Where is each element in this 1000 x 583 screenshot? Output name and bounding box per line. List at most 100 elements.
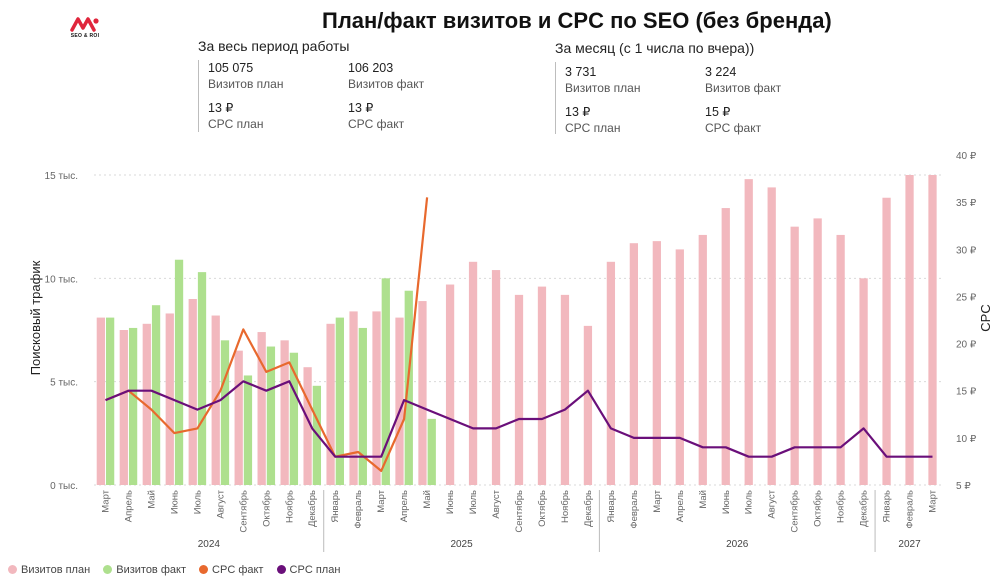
x-tick-label: Апрель — [675, 490, 686, 522]
bar-visits-plan — [96, 317, 105, 485]
x-tick-label: Январь — [882, 490, 893, 523]
bar-visits-fact — [105, 317, 115, 485]
bar-visits-fact — [358, 327, 367, 485]
kpi-visits-plan: 105 075 Визитов план — [208, 60, 283, 92]
x-tick-label: Июль — [744, 490, 755, 514]
x-tick-label: Ноябрь — [560, 490, 571, 523]
legend-item-visits-fact[interactable]: Визитов факт — [103, 564, 186, 576]
x-tick-label: Декабрь — [583, 490, 594, 527]
kpi-visits-fact-value: 106 203 — [348, 61, 394, 75]
y2-tick-label: 25 ₽ — [956, 292, 977, 303]
bar-visits-fact — [289, 352, 299, 485]
bar-visits-plan — [119, 330, 128, 485]
legend-item-cpc-plan[interactable]: CPC план — [276, 564, 340, 576]
legend-swatch-visits-fact — [103, 565, 113, 574]
y2-tick-label: 15 ₽ — [956, 387, 977, 398]
legend-swatch-cpc-plan — [276, 565, 286, 574]
bar-visits-plan — [767, 187, 776, 485]
kpi-month-cpc-fact-label: CPC факт — [705, 121, 762, 135]
legend-label: Визитов факт — [116, 564, 186, 576]
year-label: 2027 — [898, 539, 921, 550]
x-tick-label: Июнь — [445, 490, 456, 514]
bar-visits-plan — [675, 249, 684, 485]
kpi-visits-fact-label: Визитов факт — [348, 77, 425, 91]
bar-visits-plan — [813, 218, 822, 485]
kpi-visits-fact: 106 203 Визитов факт — [348, 60, 424, 92]
bar-visits-fact — [427, 418, 436, 485]
bar-visits-plan — [234, 350, 243, 485]
bar-visits-plan — [491, 270, 501, 485]
x-tick-label: Февраль — [905, 490, 916, 529]
legend-item-visits-plan[interactable]: Визитов план — [8, 564, 90, 576]
bar-visits-plan — [537, 286, 547, 485]
x-tick-label: Октябрь — [813, 490, 824, 527]
lines-layer — [105, 197, 933, 472]
axes-layer: 0 тыс. 5 тыс. 10 тыс. 15 тыс. 5 ₽ 10 ₽ 15 ₽ 20 … — [45, 151, 977, 552]
bar-visits-plan — [257, 332, 266, 485]
x-tick-label: Июнь — [169, 490, 180, 514]
y-axis-title: Поисковый трафик — [28, 260, 43, 375]
bar-visits-plan — [280, 340, 289, 485]
bar-visits-fact — [128, 327, 138, 485]
kpi-month-visits-plan-label: Визитов план — [565, 81, 641, 95]
x-tick-label: Август — [491, 489, 502, 518]
bar-visits-fact — [174, 259, 184, 485]
x-tick-label: Май — [698, 490, 709, 509]
y2-tick-label: 10 ₽ — [956, 434, 977, 445]
kpi-month-cpc-fact: 15 ₽ CPC факт — [705, 104, 761, 136]
kpi-month-visits-fact: 3 224 Визитов факт — [705, 64, 781, 96]
kpi-period-divider — [198, 60, 199, 132]
kpi-month-divider — [555, 62, 556, 134]
x-tick-label: Ноябрь — [836, 490, 847, 523]
kpi-month-visits-plan-value: 3 731 — [565, 65, 597, 79]
kpi-month-visits-fact-value: 3 224 — [705, 65, 737, 79]
bar-visits-plan — [859, 278, 868, 485]
x-tick-label: Октябрь — [261, 490, 272, 527]
kpi-period: За весь период работы 105 075 Визитов пл… — [198, 38, 498, 138]
bar-visits-fact — [243, 375, 253, 485]
y2-tick-label: 35 ₽ — [956, 198, 977, 209]
bar-visits-plan — [188, 299, 197, 485]
kpi-month-heading: За месяц (с 1 числа по вчера)) — [555, 40, 755, 56]
line-cpc-fact — [105, 197, 429, 472]
bar-visits-fact — [404, 290, 413, 485]
kpi-month-visits-plan: 3 731 Визитов план — [565, 64, 640, 96]
x-tick-label: Ноябрь — [284, 490, 295, 523]
bar-visits-plan — [629, 243, 638, 485]
line-cpc-plan — [105, 380, 933, 458]
kpi-cpc-fact-label: CPC факт — [348, 117, 405, 131]
x-tick-label: Август — [767, 489, 778, 518]
bar-visits-plan — [326, 323, 335, 485]
bar-visits-plan — [836, 234, 845, 485]
y-tick-label: 0 тыс. — [50, 481, 78, 492]
bar-visits-plan — [744, 179, 753, 485]
x-tick-label: Сентябрь — [514, 490, 525, 533]
brand-logo: SEO & ROI — [62, 16, 108, 39]
bar-visits-plan — [606, 261, 616, 485]
kpi-cpc-fact-value: 13 ₽ — [348, 101, 374, 115]
chart-legend: Визитов план Визитов факт CPC факт CPC п… — [8, 564, 350, 576]
x-tick-label: Март — [928, 489, 939, 512]
y-tick-label: 10 тыс. — [45, 274, 78, 285]
bar-visits-plan — [418, 301, 427, 485]
y2-tick-label: 5 ₽ — [956, 481, 971, 492]
bar-visits-plan — [882, 197, 891, 485]
legend-item-cpc-fact[interactable]: CPC факт — [199, 564, 263, 576]
bar-visits-plan — [905, 175, 914, 485]
x-tick-label: Сентябрь — [790, 490, 801, 533]
bar-visits-fact — [335, 317, 344, 485]
x-tick-label: Июль — [468, 490, 479, 514]
year-label: 2024 — [198, 539, 221, 550]
x-tick-label: Апрель — [399, 490, 410, 522]
bar-visits-fact — [151, 305, 161, 485]
bar-visits-plan — [698, 234, 707, 485]
kpi-cpc-plan-value: 13 ₽ — [208, 101, 234, 115]
bar-visits-plan — [560, 294, 570, 485]
x-tick-label: Январь — [330, 490, 341, 523]
bar-visits-plan — [349, 311, 358, 485]
kpi-period-heading: За весь период работы — [198, 38, 350, 54]
x-tick-label: Декабрь — [859, 490, 870, 527]
bar-visits-plan — [583, 325, 593, 485]
legend-swatch-cpc-fact — [199, 565, 209, 574]
x-tick-label: Декабрь — [307, 490, 318, 527]
